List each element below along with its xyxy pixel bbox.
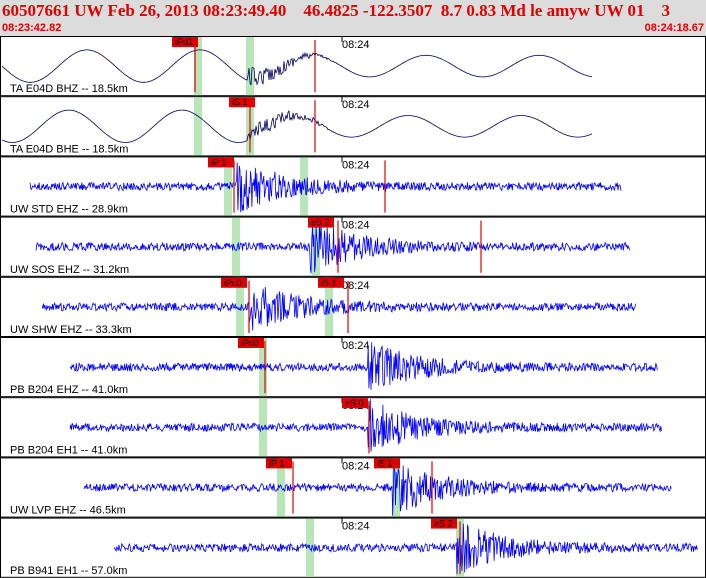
time-tick-label: 08:24 — [342, 521, 370, 533]
pick-label: iP 1 — [211, 157, 226, 167]
event-title: 60507661 UW Feb 26, 2013 08:23:49.40 46.… — [2, 1, 671, 20]
pick-marker[interactable] — [318, 277, 344, 288]
channel-label: PB B204 EH1 -- 41.0km — [10, 444, 127, 456]
time-tick-label: 08:24 — [342, 460, 370, 472]
pick-marker[interactable] — [221, 277, 247, 288]
time-tick-label: 08:24 — [342, 220, 370, 232]
waveform-trace — [35, 223, 630, 274]
time-tick-label: 08:24 — [342, 159, 370, 171]
pick-label: iS 1 — [321, 278, 337, 288]
time-tick-label: 08:24 — [342, 280, 370, 292]
time-tick-label: 08:24 — [342, 340, 370, 352]
channel-label: TA E04D BHZ -- 18.5km — [10, 83, 128, 95]
pick-marker[interactable] — [266, 458, 292, 469]
pick-window — [277, 458, 285, 517]
pick-label: iPc0 — [241, 338, 259, 348]
channel-label: UW LVP EHZ -- 46.5km — [10, 505, 126, 517]
pick-marker[interactable] — [208, 157, 234, 168]
channel-label: UW STD EHZ -- 28.9km — [10, 204, 128, 216]
channel-label: UW SOS EHZ -- 31.2km — [10, 264, 129, 276]
waveform-trace — [29, 162, 622, 213]
pick-marker[interactable] — [238, 338, 264, 348]
time-tick-label: 08:24 — [342, 99, 370, 111]
waveform-trace — [83, 460, 672, 516]
pick-window — [232, 217, 240, 276]
pick-label: iS 1 — [377, 458, 393, 468]
end-time-label: 08:24:18.67 — [644, 22, 704, 34]
pick-marker[interactable] — [308, 217, 334, 228]
pick-label: eS 0 — [345, 398, 364, 408]
time-tick-label: 08:24 — [342, 39, 370, 51]
pick-window — [259, 398, 267, 457]
waveform-trace — [1, 109, 593, 143]
pick-window — [325, 277, 333, 336]
pick-label: iPd1 — [175, 37, 193, 47]
pick-marker[interactable] — [342, 398, 368, 409]
waveform-trace — [69, 399, 662, 452]
channel-label: UW SHW EHZ -- 33.3km — [10, 324, 132, 336]
pick-marker[interactable] — [172, 37, 198, 47]
pick-label: iPc0 — [224, 278, 242, 288]
pick-marker[interactable] — [374, 458, 400, 469]
pick-window — [246, 37, 254, 96]
pick-window — [194, 97, 202, 156]
pick-marker[interactable] — [431, 518, 457, 529]
pick-label: eS 2 — [434, 519, 453, 529]
start-time-label: 08:23:42.82 — [2, 22, 62, 34]
pick-label: iS 1 — [232, 97, 248, 107]
event-header: 60507661 UW Feb 26, 2013 08:23:49.40 46.… — [0, 0, 706, 36]
pick-marker[interactable] — [229, 97, 255, 108]
waveform-trace — [41, 286, 636, 331]
waveform-trace — [113, 523, 699, 575]
waveform-trace — [1, 49, 593, 86]
seismogram-plot: 08:24 iPd1 TA E04D BHZ -- 18.5km 08:24 iS 1 T… — [0, 36, 706, 578]
waveform-trace — [69, 342, 658, 390]
pick-label: iP 1 — [269, 458, 284, 468]
pick-window — [236, 277, 244, 336]
channel-label: TA E04D BHE -- 18.5km — [10, 143, 128, 155]
channel-label: PB B204 EHZ -- 41.0km — [10, 384, 128, 396]
pick-window — [194, 37, 202, 96]
channel-label: PB B941 EH1 -- 57.0km — [10, 565, 127, 577]
pick-label: eS 2 — [311, 218, 330, 228]
